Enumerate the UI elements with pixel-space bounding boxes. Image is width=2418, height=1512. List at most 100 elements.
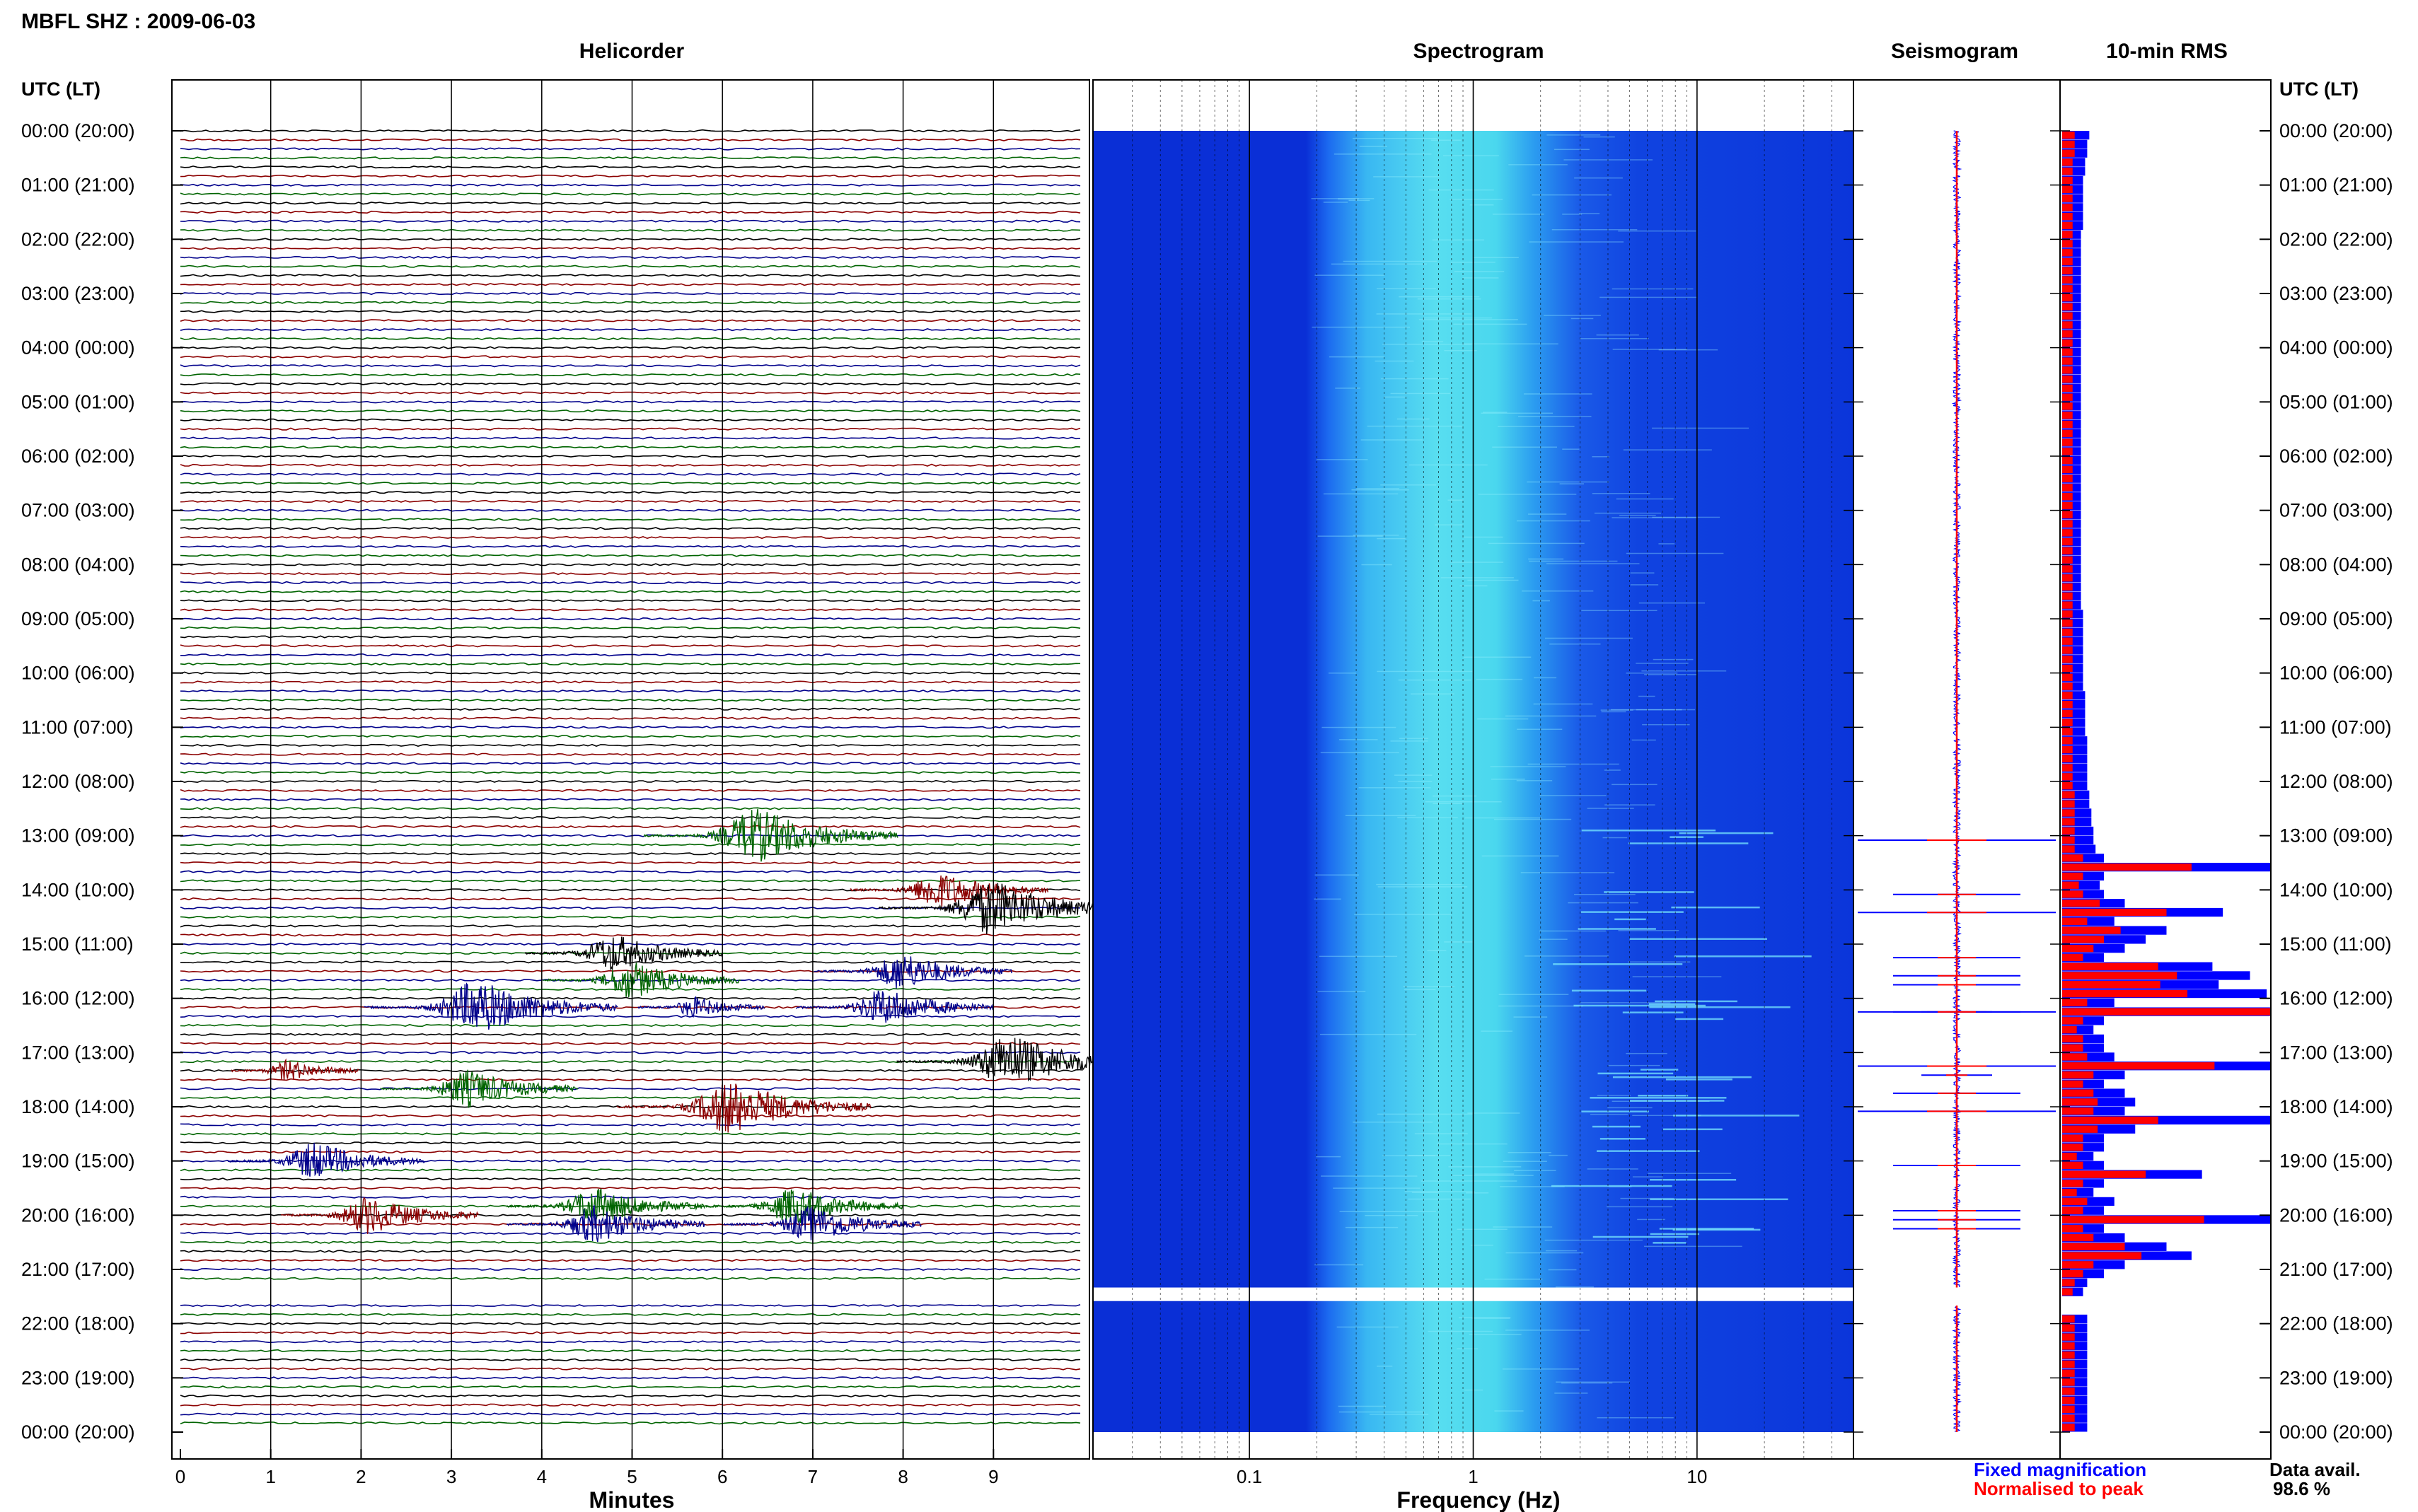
helicorder-trace: [180, 346, 1081, 349]
spectrogram-streak: [1581, 829, 1716, 832]
spectrogram-speckle: [1421, 341, 1444, 343]
helicorder-trace: [180, 942, 1081, 946]
helicorder-trace: [180, 499, 1081, 504]
spectrogram-speckle: [1432, 239, 1485, 241]
rms-normalised-bar: [2062, 574, 2073, 582]
helicorder-trace: [180, 1204, 1081, 1208]
helicorder-trace: [180, 301, 1081, 304]
time-label-left: 12:00 (08:00): [21, 771, 135, 792]
spectrogram-speckle: [1338, 1405, 1387, 1407]
frequency-tick-label: 1: [1468, 1466, 1478, 1487]
time-label-right: 23:00 (19:00): [2279, 1367, 2393, 1388]
spectrogram-speckle: [1658, 543, 1675, 545]
rms-frame: [2059, 79, 2272, 1460]
legend-normalised-to-peak: Normalised to peak: [1974, 1478, 2144, 1499]
rms-normalised-bar: [2062, 1279, 2075, 1287]
helicorder-trace: [180, 1159, 1081, 1163]
rms-normalised-bar: [2062, 276, 2073, 284]
rms-normalised-bar: [2062, 221, 2073, 230]
spectrogram-speckle: [1574, 893, 1636, 895]
helicorder-event: [723, 1206, 922, 1244]
spectrogram-speckle: [1478, 494, 1577, 495]
spectrogram-speckle: [1612, 517, 1697, 518]
spectrogram-speckle: [1457, 1348, 1479, 1349]
rms-normalised-bar: [2062, 1089, 2094, 1097]
rms-normalised-bar: [2062, 330, 2073, 338]
helicorder-event: [637, 996, 765, 1018]
rms-normalised-bar: [2062, 149, 2075, 157]
helicorder-trace: [180, 1394, 1081, 1398]
rms-normalised-bar: [2062, 972, 2177, 979]
spectrogram-speckle: [1380, 378, 1449, 380]
rms-normalised-bar: [2062, 881, 2079, 889]
helicorder-event: [796, 990, 995, 1023]
spectrogram-speckle: [1632, 1176, 1663, 1177]
spectrogram-speckle: [1471, 1318, 1510, 1319]
rms-normalised-bar: [2062, 709, 2073, 718]
spectrogram-streak: [1597, 1072, 1674, 1075]
helicorder-trace: [180, 996, 1081, 1000]
spectrogram-speckle: [1463, 536, 1503, 538]
rms-normalised-bar: [2062, 240, 2073, 248]
spectrogram-streak: [1650, 1233, 1699, 1235]
rms-normalised-bar: [2062, 376, 2073, 383]
spectrogram-speckle: [1597, 1095, 1631, 1096]
helicorder-trace: [180, 1069, 1081, 1073]
rms-normalised-bar: [2062, 682, 2073, 690]
helicorder-trace: [180, 174, 1081, 178]
helicorder-trace: [180, 400, 1081, 404]
spectrogram-speckle: [1642, 723, 1690, 726]
spectrogram-speckle: [1555, 1286, 1594, 1288]
spectrogram-speckle: [1590, 1113, 1629, 1115]
spectrogram-streak: [1600, 1138, 1645, 1140]
spectrogram-speckle: [1637, 1219, 1665, 1221]
spectrogram-speckle: [1516, 780, 1553, 781]
helicorder-trace: [180, 590, 1081, 593]
spectrogram-speckle: [1583, 136, 1615, 138]
spectrogram-speckle: [1382, 343, 1472, 345]
spectrogram-speckle: [1463, 656, 1532, 658]
helicorder-trace: [180, 192, 1081, 196]
helicorder-trace: [180, 210, 1081, 214]
helicorder-event: [364, 982, 618, 1030]
helicorder-trace: [180, 834, 1081, 837]
rms-normalised-bar: [2062, 601, 2073, 609]
spectrogram-streak: [1629, 842, 1749, 844]
spectrogram-speckle: [1644, 674, 1697, 675]
rms-normalised-bar: [2062, 809, 2075, 817]
helicorder-trace: [180, 454, 1081, 458]
rms-normalised-bar: [2062, 728, 2073, 735]
spectrogram-speckle: [1514, 1170, 1556, 1171]
spectrogram-speckle: [1481, 1030, 1512, 1032]
spectrogram-speckle: [1430, 139, 1462, 141]
minute-tick-label: 0: [175, 1466, 185, 1487]
spectrogram-speckle: [1376, 883, 1462, 885]
rms-panel: [2062, 131, 2271, 1432]
rms-normalised-bar: [2062, 339, 2073, 347]
spectrogram-speckle: [1508, 164, 1568, 165]
spectrogram-speckle: [1435, 524, 1463, 525]
rms-normalised-bar: [2062, 1170, 2146, 1178]
helicorder-trace: [180, 870, 1081, 873]
helicorder-event: [850, 875, 1048, 909]
rms-normalised-bar: [2062, 1080, 2083, 1088]
time-label-right: 06:00 (02:00): [2279, 446, 2393, 467]
helicorder-frame: [171, 79, 1090, 1460]
rms-normalised-bar: [2062, 1225, 2083, 1233]
spectrogram-speckle: [1612, 288, 1694, 290]
spectrogram-speckle: [1329, 356, 1384, 358]
spectrogram-speckle: [1464, 817, 1542, 819]
spectrogram-speckle: [1314, 898, 1341, 900]
time-label-right: 19:00 (15:00): [2279, 1151, 2393, 1172]
helicorder-trace: [180, 283, 1081, 286]
helicorder-trace: [180, 617, 1081, 621]
rms-normalised-bar: [2062, 213, 2073, 221]
rms-normalised-bar: [2062, 628, 2073, 636]
spectrogram-streak: [1581, 1110, 1649, 1112]
spectrogram-speckle: [1353, 1121, 1433, 1123]
spectrogram-streak: [1649, 1006, 1791, 1008]
time-label-right: 13:00 (09:00): [2279, 825, 2393, 847]
helicorder-trace: [180, 319, 1081, 322]
rms-normalised-bar: [2062, 1333, 2075, 1341]
spectrogram-speckle: [1339, 1211, 1436, 1212]
